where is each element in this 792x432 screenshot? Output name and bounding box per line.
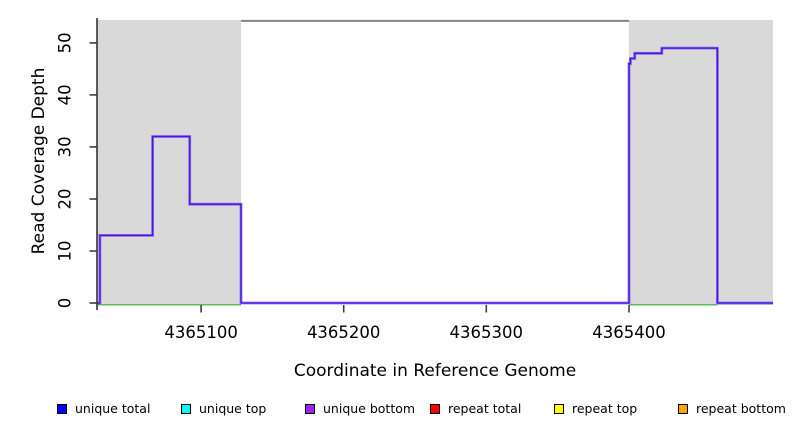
- legend-label: repeat top: [572, 401, 638, 416]
- legend-label: repeat total: [448, 401, 522, 416]
- x-tick-label: 4365100: [164, 323, 238, 342]
- legend-swatch-repeat-total: [430, 404, 440, 414]
- legend-swatch-unique-total: [57, 404, 67, 414]
- x-tick-label: 4365400: [592, 323, 666, 342]
- x-tick-label: 4365300: [450, 323, 524, 342]
- legend-swatch-unique-bottom: [305, 404, 315, 414]
- y-axis-title: Read Coverage Depth: [29, 68, 49, 255]
- legend-item: unique bottom: [305, 402, 415, 416]
- legend-label: unique top: [199, 401, 267, 416]
- legend-swatch-unique-top: [181, 404, 191, 414]
- coverage-step-line: [97, 47, 773, 304]
- legend-label: repeat bottom: [696, 401, 786, 416]
- legend-swatch-repeat-top: [554, 404, 564, 414]
- y-tick-label: 50: [56, 32, 75, 53]
- legend-label: unique total: [75, 401, 151, 416]
- y-tick-label: 30: [56, 136, 75, 157]
- x-axis-title: Coordinate in Reference Genome: [294, 361, 576, 381]
- legend-label: unique bottom: [323, 401, 416, 416]
- legend-item: repeat top: [554, 402, 637, 416]
- legend-item: repeat total: [430, 402, 521, 416]
- legend-item: unique top: [181, 402, 266, 416]
- legend-item: unique total: [57, 402, 150, 416]
- masked-region: [629, 20, 773, 305]
- plot-layers: 0 10 20 30 40 50 4365100 4365200 4365300 4365400: [56, 18, 773, 342]
- y-tick-label: 20: [56, 189, 75, 210]
- masked-region: [97, 20, 241, 305]
- legend-swatch-repeat-bottom: [678, 404, 688, 414]
- y-tick-label: 0: [56, 298, 75, 309]
- y-tick-label: 10: [56, 241, 75, 262]
- legend-item: repeat bottom: [678, 402, 786, 416]
- y-tick-label: 40: [56, 84, 75, 105]
- x-tick-label: 4365200: [307, 323, 381, 342]
